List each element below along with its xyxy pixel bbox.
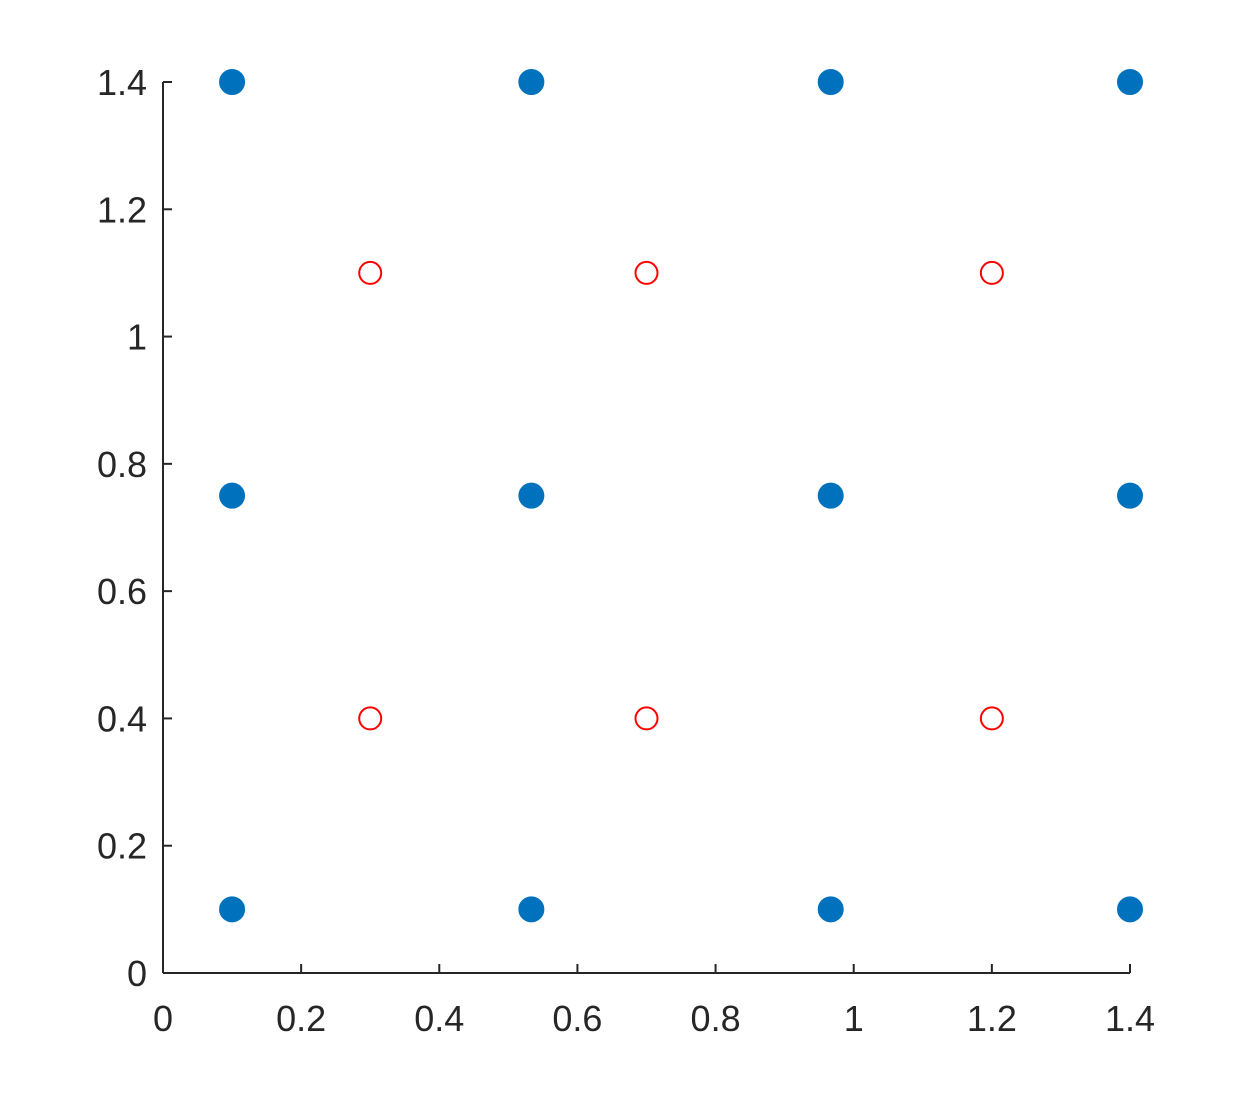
point	[518, 896, 545, 923]
point	[979, 706, 1004, 731]
x-tick-label: 0.8	[691, 998, 741, 1039]
y-tick-label: 1.4	[97, 62, 147, 103]
point	[634, 260, 659, 285]
x-tick-label: 0.2	[276, 998, 326, 1039]
point	[518, 69, 545, 95]
x-tick-label: 0.4	[414, 998, 464, 1039]
point	[518, 482, 545, 509]
point	[1117, 69, 1143, 95]
point	[219, 896, 246, 923]
point	[358, 706, 383, 731]
point	[358, 260, 383, 285]
x-tick-label: 0.6	[552, 998, 602, 1039]
y-tick-label: 0.2	[97, 826, 147, 867]
x-tick-label: 0	[153, 998, 173, 1039]
point	[634, 706, 659, 731]
point	[817, 69, 844, 95]
x-tick-label: 1.4	[1105, 998, 1155, 1039]
y-tick-label: 0.8	[97, 444, 147, 485]
point	[979, 260, 1004, 285]
y-tick-label: 1	[127, 317, 147, 358]
point	[1117, 482, 1143, 509]
point	[817, 482, 844, 509]
point	[817, 896, 844, 923]
y-tick-label: 1.2	[97, 189, 147, 230]
x-tick-label: 1	[844, 998, 864, 1039]
x-tick-label: 1.2	[967, 998, 1017, 1039]
y-tick-label: 0.4	[97, 698, 147, 739]
point	[1117, 896, 1143, 923]
y-tick-label: 0	[127, 953, 147, 994]
y-tick-label: 0.6	[97, 571, 147, 612]
point	[219, 69, 246, 95]
point	[219, 482, 246, 509]
